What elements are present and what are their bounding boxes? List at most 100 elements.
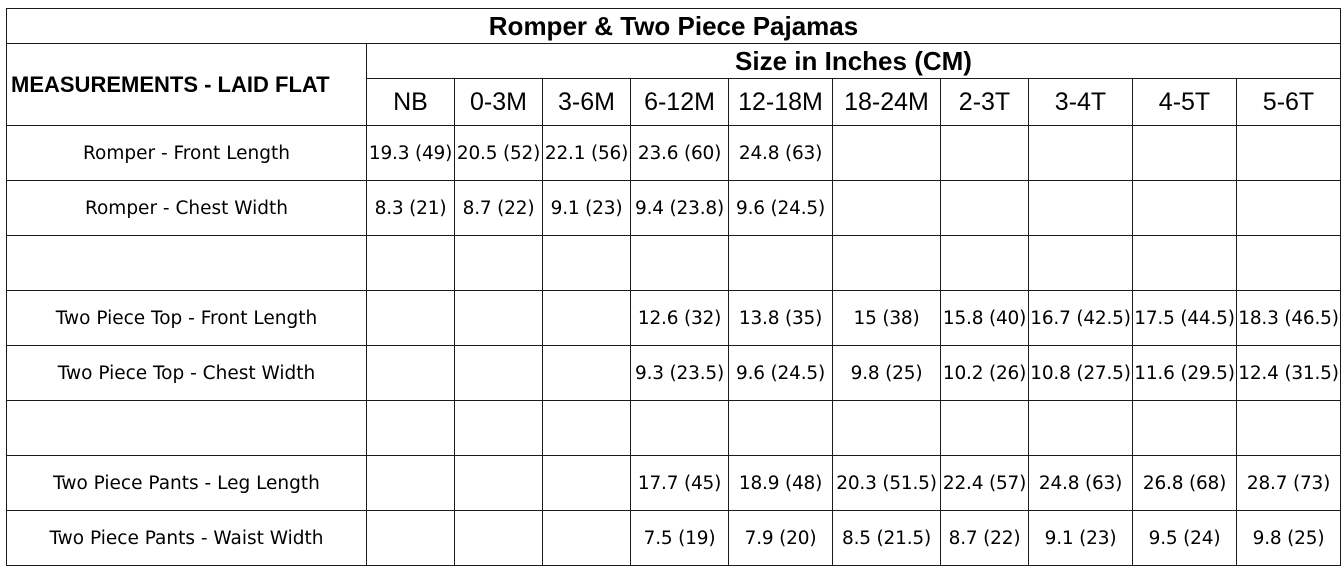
measurement-cell: [542, 345, 631, 401]
row-label: Two Piece Top - Chest Width: [6, 345, 367, 401]
measurement-cell: [940, 180, 1029, 236]
measurement-cell: 10.8 (27.5): [1028, 345, 1133, 401]
row-label: [6, 400, 367, 456]
measurement-cell: [366, 455, 455, 511]
measurement-cell: 8.7 (22): [940, 510, 1029, 566]
measurement-cell: 24.8 (63): [728, 125, 833, 181]
measurement-cell: 22.1 (56): [542, 125, 631, 181]
measurement-cell: 16.7 (42.5): [1028, 290, 1133, 346]
measurement-cell: 15.8 (40): [940, 290, 1029, 346]
size-header-18-24m: 18-24M: [832, 78, 941, 126]
row-label: Two Piece Pants - Leg Length: [6, 455, 367, 511]
measurement-cell: 9.5 (24): [1132, 510, 1237, 566]
table-row: Two Piece Pants - Waist Width 7.5 (19) 7.9…: [6, 510, 1341, 566]
measurement-cell: [1028, 400, 1133, 456]
measurement-cell: [630, 235, 729, 291]
measurement-cell: [1132, 125, 1237, 181]
table-row: Two Piece Top - Chest Width 9.3 (23.5) 9.6…: [6, 345, 1341, 401]
measurement-cell: [454, 290, 543, 346]
measurement-cell: 7.5 (19): [630, 510, 729, 566]
row-label: Romper - Front Length: [6, 125, 367, 181]
measurement-cell: 28.7 (73): [1236, 455, 1341, 511]
row-label: Two Piece Top - Front Length: [6, 290, 367, 346]
measurement-cell: [1236, 180, 1341, 236]
measurement-cell: [1236, 400, 1341, 456]
measurement-cell: [832, 400, 941, 456]
size-header-3-4t: 3-4T: [1028, 78, 1133, 126]
table-row: Romper - Chest Width 8.3 (21) 8.7 (22) 9.1 …: [6, 180, 1341, 236]
measurement-cell: 9.3 (23.5): [630, 345, 729, 401]
measurement-cell: 12.6 (32): [630, 290, 729, 346]
measurement-cell: [1132, 400, 1237, 456]
measurement-cell: 23.6 (60): [630, 125, 729, 181]
measurement-cell: 9.6 (24.5): [728, 345, 833, 401]
measurement-cell: 9.1 (23): [542, 180, 631, 236]
measurement-cell: 13.8 (35): [728, 290, 833, 346]
size-header-0-3m: 0-3M: [454, 78, 543, 126]
measurement-cell: [366, 290, 455, 346]
chart-title: Romper & Two Piece Pajamas: [6, 8, 1341, 44]
table-row: Romper - Front Length 19.3 (49) 20.5 (52) 2…: [6, 125, 1341, 181]
measurement-cell: [1236, 235, 1341, 291]
measurement-cell: 10.2 (26): [940, 345, 1029, 401]
measurement-cell: [454, 510, 543, 566]
measurement-cell: [454, 345, 543, 401]
measurement-cell: 17.7 (45): [630, 455, 729, 511]
row-label: Two Piece Pants - Waist Width: [6, 510, 367, 566]
row-label: [6, 235, 367, 291]
size-header-4-5t: 4-5T: [1132, 78, 1237, 126]
measurement-cell: 20.3 (51.5): [832, 455, 941, 511]
measurements-header: MEASUREMENTS - LAID FLAT: [6, 43, 367, 126]
measurement-cell: [542, 290, 631, 346]
measurement-cell: 17.5 (44.5): [1132, 290, 1237, 346]
measurement-cell: 9.6 (24.5): [728, 180, 833, 236]
measurement-cell: 11.6 (29.5): [1132, 345, 1237, 401]
size-chart-table: Romper & Two Piece Pajamas MEASUREMENTS …: [6, 8, 1341, 566]
measurement-cell: [366, 510, 455, 566]
measurement-cell: 15 (38): [832, 290, 941, 346]
measurement-cell: [542, 400, 631, 456]
measurement-cell: [630, 400, 729, 456]
measurement-cell: [1236, 125, 1341, 181]
measurement-cell: [542, 455, 631, 511]
measurement-cell: 8.7 (22): [454, 180, 543, 236]
size-header-12-18m: 12-18M: [728, 78, 833, 126]
measurement-cell: [1028, 180, 1133, 236]
measurement-cell: [454, 235, 543, 291]
spacer-row: [6, 235, 1341, 291]
measurement-cell: [832, 235, 941, 291]
measurement-cell: 19.3 (49): [366, 125, 455, 181]
table-row: Two Piece Pants - Leg Length 17.7 (45) 18.…: [6, 455, 1341, 511]
measurement-cell: [1028, 235, 1133, 291]
measurement-cell: 9.4 (23.8): [630, 180, 729, 236]
measurement-cell: 7.9 (20): [728, 510, 833, 566]
measurement-cell: 18.9 (48): [728, 455, 833, 511]
measurement-cell: [1132, 235, 1237, 291]
measurement-cell: [1028, 125, 1133, 181]
measurement-cell: 9.1 (23): [1028, 510, 1133, 566]
measurement-cell: [728, 400, 833, 456]
size-header-nb: NB: [366, 78, 455, 126]
measurement-cell: 18.3 (46.5): [1236, 290, 1341, 346]
measurement-cell: 9.8 (25): [832, 345, 941, 401]
measurement-cell: 8.5 (21.5): [832, 510, 941, 566]
measurement-cell: 24.8 (63): [1028, 455, 1133, 511]
measurement-cell: [366, 400, 455, 456]
measurement-cell: [832, 180, 941, 236]
spacer-row: [6, 400, 1341, 456]
measurement-cell: [940, 125, 1029, 181]
measurement-cell: 8.3 (21): [366, 180, 455, 236]
measurement-cell: [940, 235, 1029, 291]
measurement-cell: 12.4 (31.5): [1236, 345, 1341, 401]
measurement-cell: [940, 400, 1029, 456]
measurement-cell: [728, 235, 833, 291]
measurement-cell: 9.8 (25): [1236, 510, 1341, 566]
measurement-cell: 26.8 (68): [1132, 455, 1237, 511]
size-header-5-6t: 5-6T: [1236, 78, 1341, 126]
measurement-cell: [832, 125, 941, 181]
size-unit-header: Size in Inches (CM): [366, 43, 1341, 79]
measurement-cell: 20.5 (52): [454, 125, 543, 181]
size-header-2-3t: 2-3T: [940, 78, 1029, 126]
measurement-cell: [366, 345, 455, 401]
measurement-cell: [1132, 180, 1237, 236]
